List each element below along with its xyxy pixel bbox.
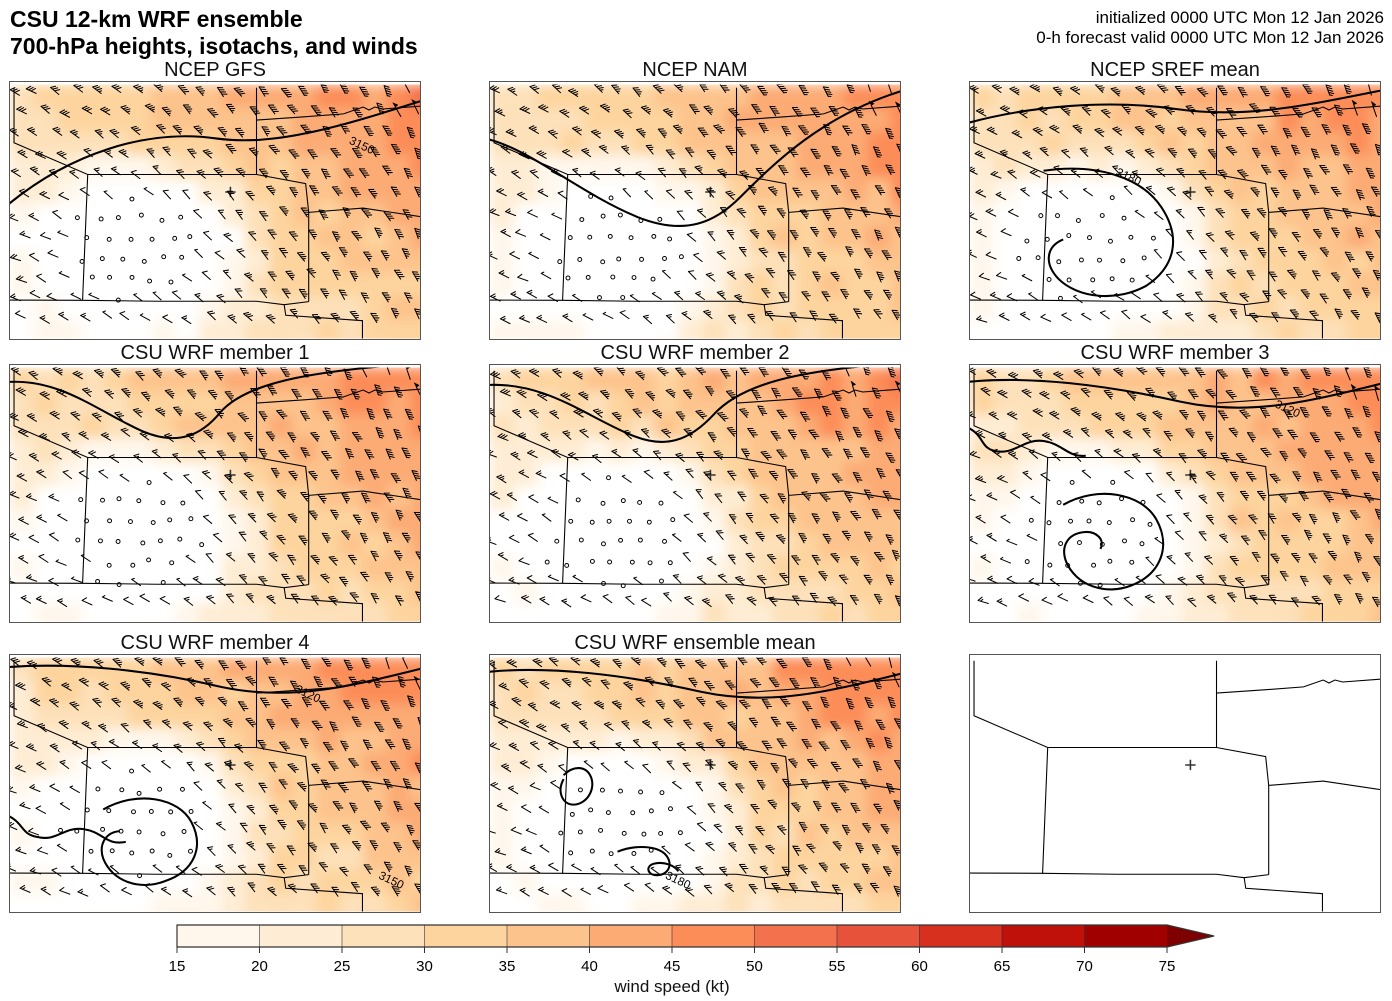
svg-text:60: 60: [911, 958, 928, 975]
svg-text:65: 65: [994, 958, 1011, 975]
svg-text:35: 35: [499, 958, 516, 975]
svg-text:70: 70: [1076, 958, 1093, 975]
svg-text:55: 55: [829, 958, 846, 975]
svg-text:50: 50: [746, 958, 763, 975]
svg-text:15: 15: [169, 958, 186, 975]
svg-text:40: 40: [581, 958, 598, 975]
svg-text:75: 75: [1159, 958, 1176, 975]
svg-text:25: 25: [334, 958, 351, 975]
svg-text:45: 45: [664, 958, 681, 975]
svg-text:30: 30: [416, 958, 433, 975]
svg-text:20: 20: [251, 958, 268, 975]
